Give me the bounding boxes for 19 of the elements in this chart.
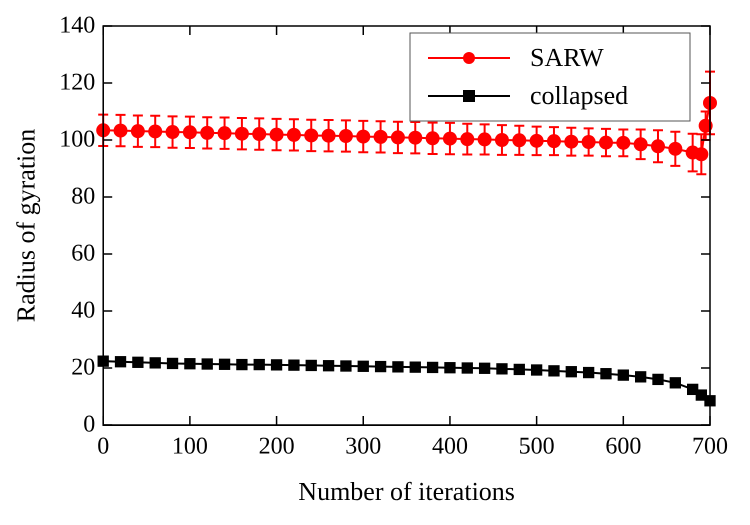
x-tick-label: 700 [692,434,728,460]
x-tick-label: 300 [345,434,382,460]
y-tick-label: 80 [71,183,96,210]
x-tick-label: 200 [258,434,295,460]
y-tick-label: 100 [59,126,96,152]
legend-label: collapsed [530,80,628,110]
y-tick-label: 140 [59,12,96,38]
y-tick-label: 20 [71,354,96,380]
y-tick-label: 40 [71,297,96,324]
y-tick-label: 120 [59,69,96,96]
x-tick-label: 600 [605,434,642,460]
x-tick-label: 100 [172,434,208,460]
y-tick-label: 0 [83,411,96,438]
y-axis-title: Radius of gyration [11,128,40,322]
x-tick-label: 400 [432,434,468,460]
x-axis-title: Number of iterations [298,477,515,506]
x-tick-label: 500 [518,434,555,460]
legend-label: SARW [530,42,604,72]
y-tick-label: 60 [71,240,96,266]
